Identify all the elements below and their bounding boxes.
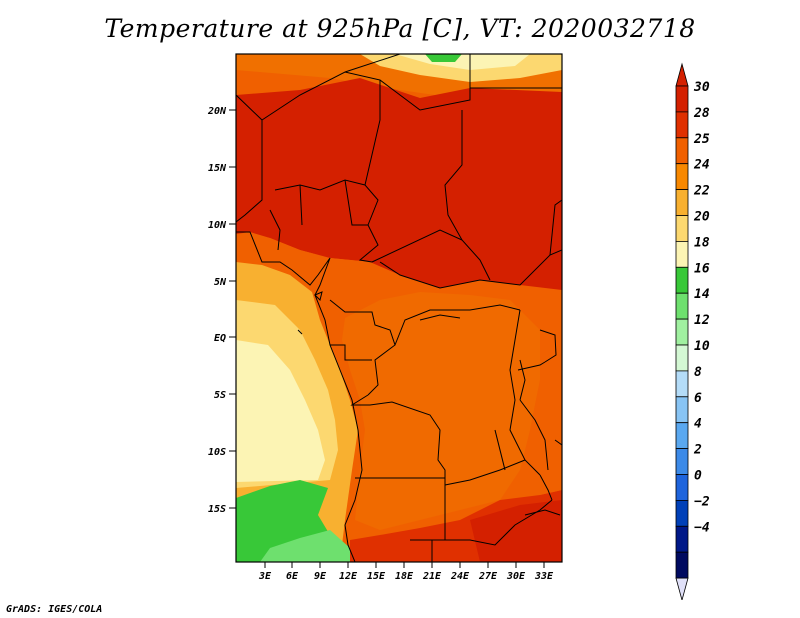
- colorbar-swatch: [675, 215, 689, 242]
- colorbar-swatch: [675, 525, 689, 553]
- colorbar-label: 20: [693, 210, 710, 225]
- lat-label: 5N: [214, 277, 227, 288]
- colorbar-label: 8: [694, 365, 702, 380]
- longitude-labels: 3E 6E 9E 12E 15E 18E 21E 24E 27E 30E 33E: [258, 571, 554, 582]
- colorbar-swatch: [675, 240, 689, 268]
- field-north-green: [425, 54, 462, 62]
- colorbar-swatch: [675, 292, 689, 320]
- latitude-labels: 20N 15N 10N 5N EQ 5S 10S 15S: [207, 106, 227, 515]
- credit-text: GrADS: IGES/COLA: [6, 604, 103, 615]
- colorbar-swatch: [675, 189, 689, 216]
- colorbar-label: 16: [694, 261, 710, 276]
- field-congo-25: [342, 292, 540, 530]
- field-east-band: [520, 290, 562, 495]
- colorbar-swatch: [675, 474, 689, 501]
- lon-label: 9E: [314, 571, 327, 582]
- colorbar-label: 4: [694, 417, 702, 432]
- map-figure: 20N 15N 10N 5N EQ 5S 10S 15S 3E 6E 9E 12…: [207, 53, 710, 600]
- colorbar-swatch: [675, 551, 689, 579]
- map-title: Temperature at 925hPa [C], VT: 202003271…: [104, 14, 696, 43]
- colorbar-label: 30: [693, 80, 710, 95]
- field-guinea-band: [236, 234, 372, 315]
- lon-label: 12E: [339, 571, 358, 582]
- colorbar-swatch: [675, 499, 689, 527]
- colorbar-label: 6: [694, 391, 702, 406]
- lon-label: 30E: [506, 571, 526, 582]
- colorbar-swatch: [675, 85, 689, 113]
- lat-label: 10N: [208, 220, 227, 231]
- colorbar-swatch: [675, 163, 689, 190]
- colorbar-label: 0: [694, 469, 702, 484]
- lon-label: 21E: [422, 571, 442, 582]
- lon-label: 15E: [367, 571, 386, 582]
- lat-label: 5S: [214, 390, 226, 401]
- colorbar-swatch: [675, 422, 689, 450]
- longitude-ticks: [264, 562, 545, 568]
- field-atlantic-18: [236, 340, 325, 482]
- lon-label: 27E: [478, 571, 498, 582]
- colorbar-label: 2: [693, 443, 702, 458]
- colorbar-label: 14: [694, 287, 710, 302]
- lon-label: 6E: [286, 571, 299, 582]
- lon-label: 24E: [450, 571, 470, 582]
- lat-label: EQ: [214, 333, 226, 344]
- lat-label: 20N: [207, 106, 227, 117]
- lat-label: 15N: [208, 163, 227, 174]
- colorbar-label: 18: [694, 235, 710, 250]
- colorbar-top-arrow: [675, 62, 689, 87]
- colorbar-label: 22: [693, 184, 710, 199]
- lat-label: 10S: [208, 447, 226, 458]
- colorbar-label: 25: [693, 132, 710, 147]
- lon-label: 33E: [534, 571, 554, 582]
- coastline: [236, 231, 526, 562]
- colorbar-swatch: [675, 111, 689, 139]
- colorbar-label: −4: [694, 520, 710, 535]
- temperature-field: [236, 54, 562, 562]
- colorbar-label: 24: [693, 158, 710, 173]
- lon-label: 3E: [258, 571, 272, 582]
- colorbar-swatch: [675, 448, 689, 475]
- lon-label: 18E: [395, 571, 414, 582]
- colorbar-swatch: [675, 344, 689, 372]
- lat-label: 15S: [208, 504, 226, 515]
- colorbar-bottom-arrow: [675, 577, 689, 600]
- field-ocean-lightgreen: [260, 530, 358, 562]
- map-frame: [235, 53, 563, 563]
- colorbar-swatch: [675, 370, 689, 398]
- colorbar-swatch: [675, 266, 689, 294]
- colorbar-swatch: [675, 396, 689, 424]
- colorbar-swatch: [675, 318, 689, 346]
- colorbar-label: −2: [694, 494, 710, 509]
- country-borders: [236, 54, 562, 562]
- field-southeast-hot: [470, 500, 562, 562]
- colorbar-label: 28: [693, 106, 710, 121]
- colorbar-swatch: [675, 137, 689, 165]
- colorbar-label: 10: [694, 339, 710, 354]
- field-sahel-hot: [236, 78, 562, 290]
- colorbar-label: 12: [694, 313, 710, 328]
- latitude-ticks: [229, 109, 236, 509]
